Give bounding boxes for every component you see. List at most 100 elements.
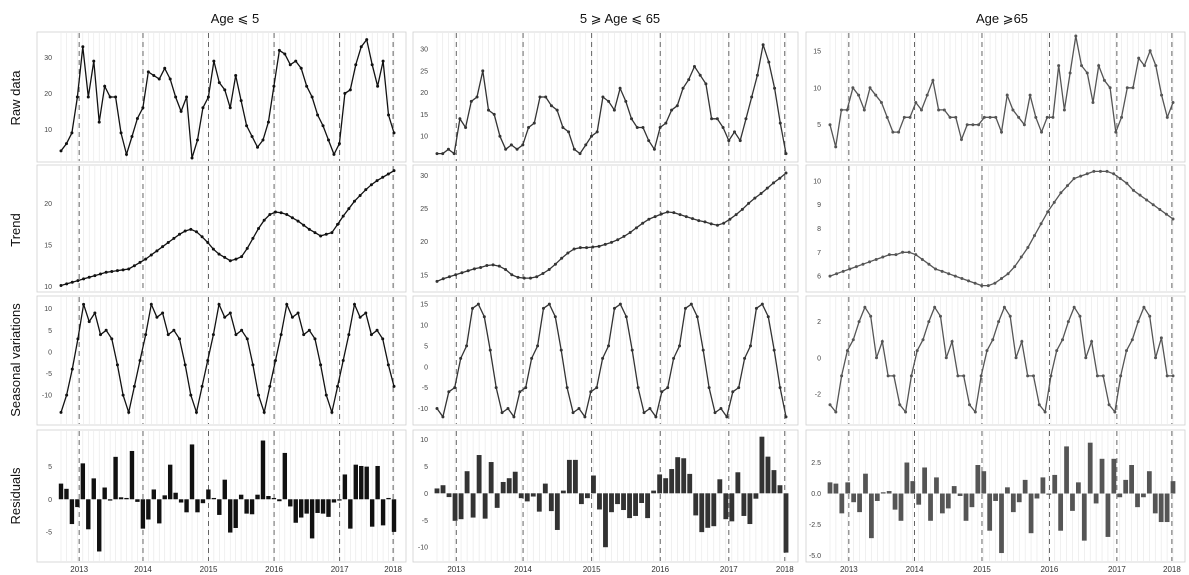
raw-data-point [504, 147, 508, 151]
trend-data-point [1006, 272, 1010, 276]
residual-bar [458, 493, 464, 520]
raw-data-point [618, 86, 622, 90]
residual-bar [326, 499, 331, 517]
seasonal-data-point [689, 302, 693, 306]
residual-bar [554, 493, 560, 530]
raw-series-line [437, 44, 787, 155]
seasonal-data-point [1142, 305, 1146, 309]
trend-data-point [144, 257, 148, 261]
trend-data-point [1000, 276, 1003, 280]
trend-data-point [319, 234, 323, 238]
residual-bar [1034, 493, 1040, 499]
y-tick-label: -10 [418, 545, 428, 552]
trend-data-point [572, 247, 576, 251]
seasonal-panel: 15 10 5 0 -5 -10 [412, 295, 799, 426]
seasonal-data-point [59, 410, 63, 414]
trend-data-point [578, 246, 582, 250]
raw-data-point [481, 69, 485, 73]
trend-data-point [828, 274, 832, 278]
trend-data-point [535, 275, 539, 279]
raw-data-point [475, 95, 479, 99]
seasonal-data-point [754, 306, 758, 310]
residual-bar [765, 456, 771, 494]
seasonal-data-point [840, 374, 844, 378]
raw-data-point [326, 138, 330, 142]
raw-data-point [1137, 56, 1141, 60]
raw-data-point [942, 108, 946, 112]
residual-bar [892, 493, 898, 510]
y-tick-label: 15 [420, 272, 428, 279]
raw-data-point [1154, 64, 1158, 68]
residual-bar [880, 492, 886, 494]
seasonal-data-point [713, 411, 717, 415]
trend-data-point [1052, 200, 1056, 204]
trend-data-point [347, 207, 351, 211]
raw-data-point [1114, 130, 1118, 134]
seasonal-data-point [482, 315, 486, 319]
trend-data-point [868, 260, 872, 264]
seasonal-data-point [642, 411, 646, 415]
seasonal-data-point [1171, 374, 1175, 378]
y-tick-label: -5 [46, 529, 52, 536]
seasonal-panel: 2 0 -2 [805, 295, 1186, 426]
trend-data-point [854, 265, 858, 269]
trend-data-point [709, 222, 713, 226]
seasonal-data-point [892, 374, 896, 378]
residual-bar [271, 497, 277, 500]
residual-bar [309, 499, 315, 539]
residual-bar [97, 499, 102, 552]
residual-bar [494, 493, 500, 508]
residual-bar [530, 493, 536, 497]
residual-bar [364, 466, 369, 500]
residual-bar [151, 489, 157, 500]
seasonal-data-point [654, 415, 658, 419]
residual-bar [266, 496, 271, 500]
trend-data-point [70, 280, 74, 284]
trend-data-point [352, 199, 356, 203]
residual-bar [669, 469, 675, 494]
x-tick-label: 2016 [651, 565, 669, 574]
raw-data-point [959, 138, 963, 142]
raw-data-point [283, 52, 287, 56]
seasonal-panel: 10 5 0 -5 -10 [36, 295, 407, 426]
raw-data-point [567, 130, 571, 134]
trend-data-point [166, 241, 170, 245]
seasonal-data-point [178, 337, 182, 341]
seasonal-data-point [707, 386, 711, 390]
raw-data-point [261, 138, 265, 142]
trend-data-point [881, 255, 885, 259]
seasonal-data-point [672, 356, 676, 360]
residual-bar [904, 462, 910, 494]
trend-data-point [307, 227, 311, 231]
residual-bar [536, 493, 542, 512]
trend-data-point [479, 266, 483, 270]
trend-data-point [1039, 222, 1043, 226]
y-tick-label: -2.5 [809, 522, 821, 529]
trend-data-point [279, 211, 283, 215]
residual-bar [597, 493, 602, 510]
residual-bar [975, 465, 981, 494]
y-tick-label: 9 [817, 202, 821, 209]
raw-data-point [948, 115, 952, 119]
trend-data-point [691, 217, 695, 221]
raw-data-point [217, 81, 221, 85]
raw-data-point [321, 124, 325, 128]
residual-bar [945, 493, 951, 509]
y-tick-label: 15 [813, 48, 821, 55]
seasonal-data-point [909, 374, 913, 378]
residual-bar [851, 493, 857, 503]
residual-bar [1052, 474, 1058, 494]
residual-bar [64, 488, 69, 500]
seasonal-data-point [121, 393, 125, 397]
trend-data-point [364, 188, 368, 192]
raw-data-point [902, 115, 906, 119]
x-tick-label: 2018 [776, 565, 794, 574]
trend-data-point [628, 230, 632, 234]
trend-data-point [585, 246, 589, 250]
raw-data-point [834, 145, 838, 149]
trend-data-point [251, 236, 255, 240]
raw-data-point [885, 115, 889, 119]
residual-bar [939, 493, 945, 514]
trend-data-point [194, 230, 198, 234]
